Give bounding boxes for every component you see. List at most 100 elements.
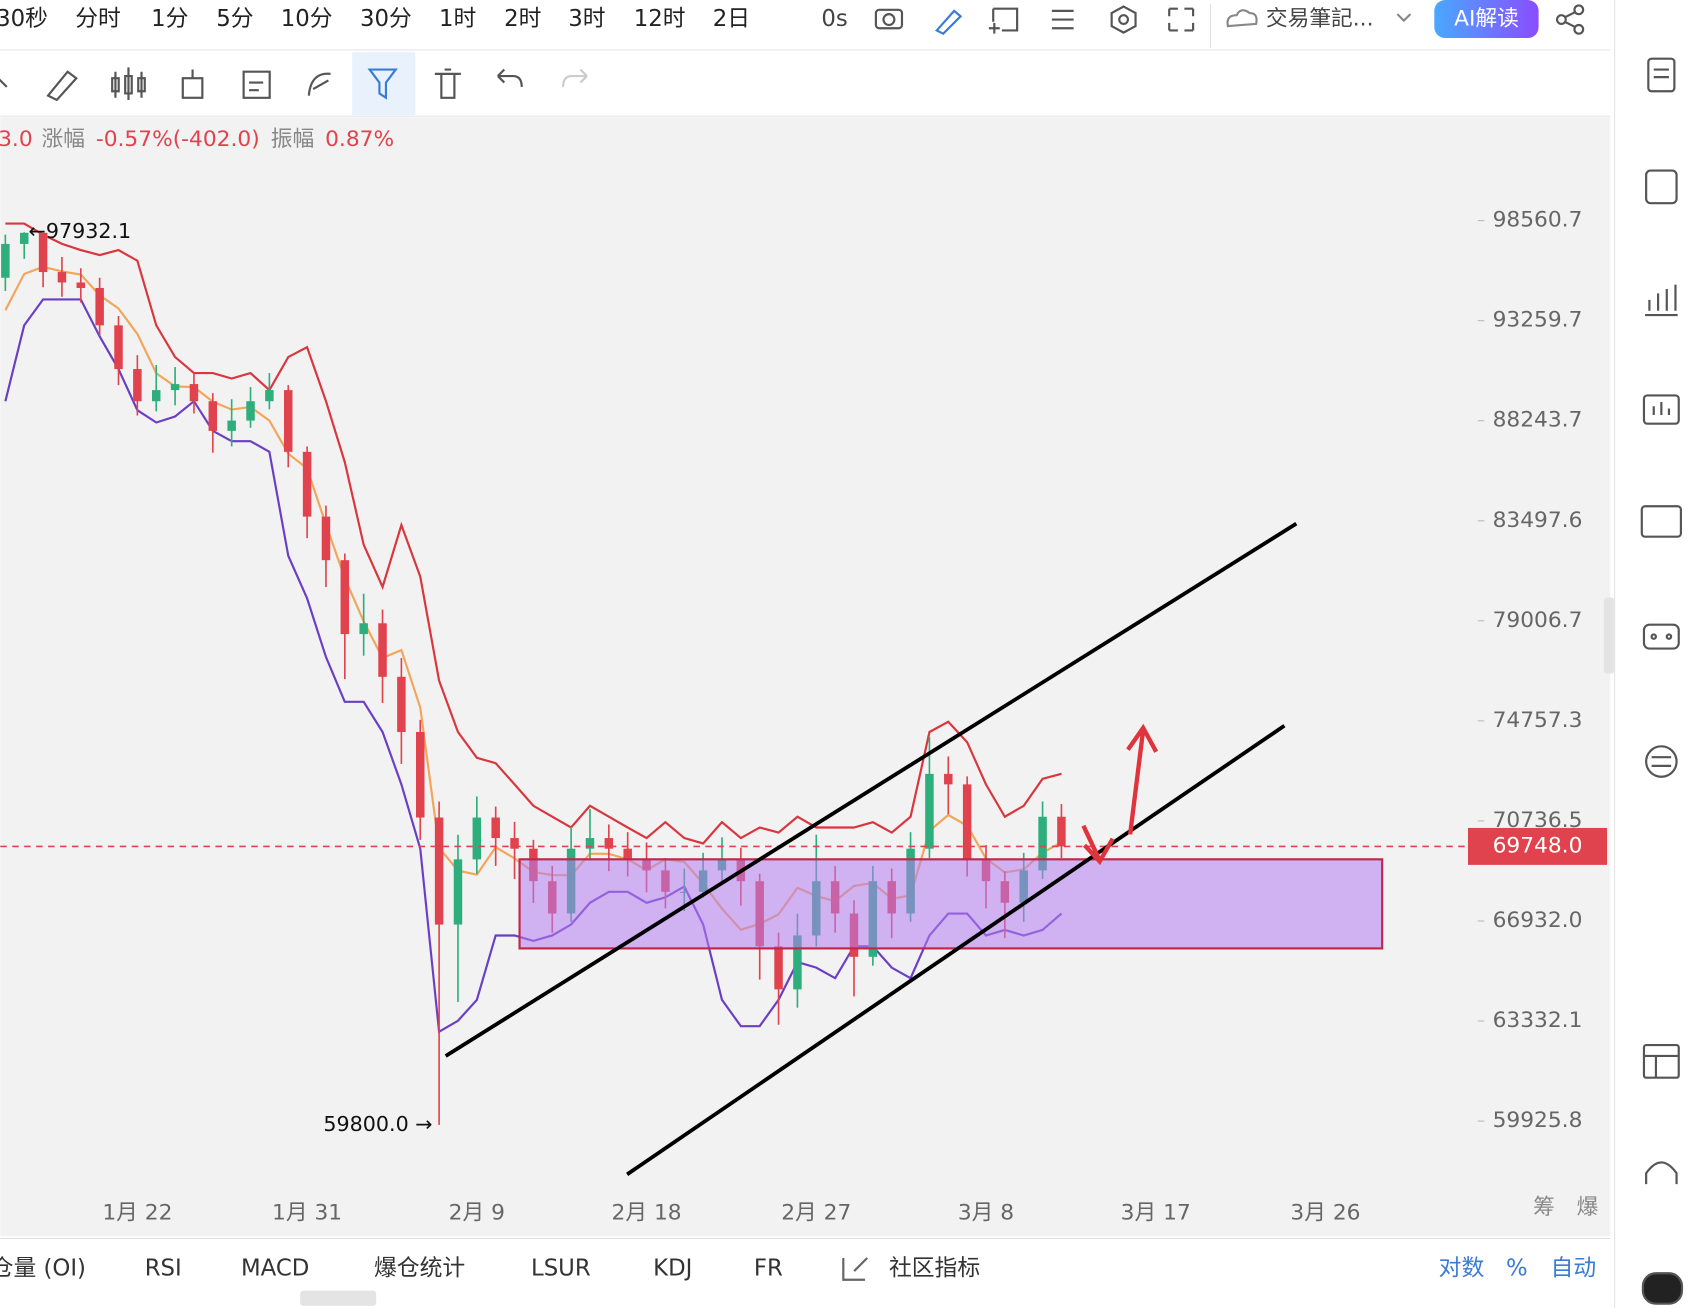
max-annotation: ←97932.1 [29, 219, 132, 243]
interval-tab[interactable]: 12时 [634, 6, 686, 32]
y-tick-label: 66932.0 [1493, 908, 1583, 933]
ai-button-label[interactable]: AI解读 [1454, 7, 1519, 32]
y-tick-label: 88243.7 [1493, 408, 1583, 433]
countdown: 0s [821, 6, 847, 32]
x-tick-label: 3月 17 [1121, 1200, 1191, 1225]
scale-option[interactable]: % [1506, 1255, 1528, 1281]
candle-body [321, 516, 331, 561]
candle-body [434, 817, 444, 925]
candle-body [585, 838, 595, 849]
candle-body [925, 773, 934, 849]
interval-tab[interactable]: 5分 [216, 6, 253, 32]
x-tick-label: 1月 31 [272, 1200, 342, 1225]
x-tick-label: 3月 8 [958, 1200, 1014, 1225]
candle-body [623, 848, 632, 860]
x-tick-label: 3月 26 [1290, 1200, 1360, 1225]
y-tick-label: 74757.3 [1493, 708, 1583, 733]
interval-tab[interactable]: 3时 [568, 6, 605, 32]
axis-icon[interactable]: 爆 [1577, 1195, 1599, 1220]
candle-body [208, 401, 218, 431]
candle-body [302, 451, 312, 517]
up-arrow [1126, 723, 1159, 835]
candle-body [1, 243, 10, 278]
current-price-label: 69748.0 [1493, 833, 1583, 858]
candle-body [57, 272, 67, 283]
y-tick-label: 93259.7 [1493, 308, 1583, 333]
candle-body [133, 369, 142, 402]
candle-body [397, 676, 406, 732]
sidebar-icons[interactable] [1640, 57, 1684, 1305]
info-text: 3.0 [0, 127, 33, 152]
axis-icon[interactable]: 筹 [1533, 1195, 1555, 1220]
info-text: 涨幅 [42, 127, 85, 152]
x-tick-label: 2月 27 [781, 1200, 851, 1225]
zone-rect [518, 858, 1384, 950]
candle-body [340, 560, 350, 635]
interval-tab[interactable]: 10分 [281, 6, 333, 32]
indicator-tab[interactable]: LSUR [531, 1255, 591, 1281]
edit-icon [842, 1257, 868, 1281]
scale-option[interactable]: 自动 [1551, 1255, 1597, 1281]
candle-body [962, 784, 972, 860]
interval-tab[interactable]: 1时 [439, 6, 476, 32]
candle-body [283, 390, 293, 452]
info-text: 振幅 [271, 127, 314, 152]
expand-handle[interactable] [300, 1290, 377, 1306]
interval-tab[interactable]: 30秒 [0, 6, 48, 32]
interval-tab[interactable]: 分时 [75, 6, 121, 32]
notes-button[interactable]: 交易筆記... [1266, 7, 1374, 32]
indicator-tab[interactable]: 社区指标 [889, 1255, 980, 1281]
candle-body [774, 946, 783, 990]
collapse-handle[interactable] [1603, 597, 1615, 674]
indicator-tab[interactable]: 仓量 (OI) [0, 1255, 86, 1281]
candle-body [1038, 816, 1047, 871]
interval-tab[interactable]: 2日 [713, 6, 750, 32]
info-text: 0.87% [325, 127, 394, 152]
candle-body [151, 390, 161, 402]
y-tick-label: 83497.6 [1493, 508, 1583, 533]
indicator-tab[interactable]: FR [754, 1255, 783, 1281]
candle-body [170, 384, 180, 391]
candle-body [453, 859, 463, 925]
y-tick-label: 63332.1 [1493, 1008, 1583, 1033]
candle-body [95, 287, 104, 326]
scale-option[interactable]: 对数 [1439, 1255, 1485, 1281]
candle-body [944, 773, 953, 785]
indicator-tab[interactable]: 爆仓统计 [374, 1255, 465, 1281]
ai-button[interactable] [1434, 0, 1539, 39]
active-tool-bg [352, 52, 416, 116]
candle-body [359, 623, 368, 635]
candle-body [1057, 816, 1066, 847]
candle-body [76, 282, 86, 288]
band-line [5, 222, 1062, 845]
candle-body [189, 384, 199, 402]
x-tick-label: 1月 22 [102, 1200, 172, 1225]
candle-body [378, 623, 387, 677]
x-tick-label: 2月 18 [612, 1200, 682, 1225]
y-tick-label: 79006.7 [1493, 608, 1583, 633]
user-drawings [444, 522, 1384, 1176]
info-text: -0.57%(-402.0) [96, 127, 260, 152]
candle-body [793, 935, 802, 990]
candle-body [38, 232, 48, 273]
toolbar-icons[interactable] [874, 4, 1585, 35]
interval-tab[interactable]: 30分 [360, 6, 412, 32]
candle-body [19, 232, 29, 244]
channel-line [444, 522, 1298, 1058]
candle-body [472, 817, 482, 860]
candle-body [491, 817, 500, 839]
interval-tab[interactable]: 1分 [151, 6, 188, 32]
min-annotation: 59800.0 → [323, 1112, 432, 1136]
channel-line [626, 724, 1286, 1176]
interval-tab[interactable]: 2时 [504, 6, 541, 32]
candle-body [604, 838, 614, 849]
indicator-tab[interactable]: MACD [241, 1255, 309, 1281]
indicator-tab[interactable]: KDJ [653, 1255, 692, 1281]
x-tick-label: 2月 9 [449, 1200, 505, 1225]
candle-body [114, 325, 123, 370]
candle-body [510, 838, 519, 849]
indicator-tab[interactable]: RSI [145, 1255, 182, 1281]
candle-body [265, 390, 274, 402]
drawing-tools[interactable] [0, 67, 588, 102]
